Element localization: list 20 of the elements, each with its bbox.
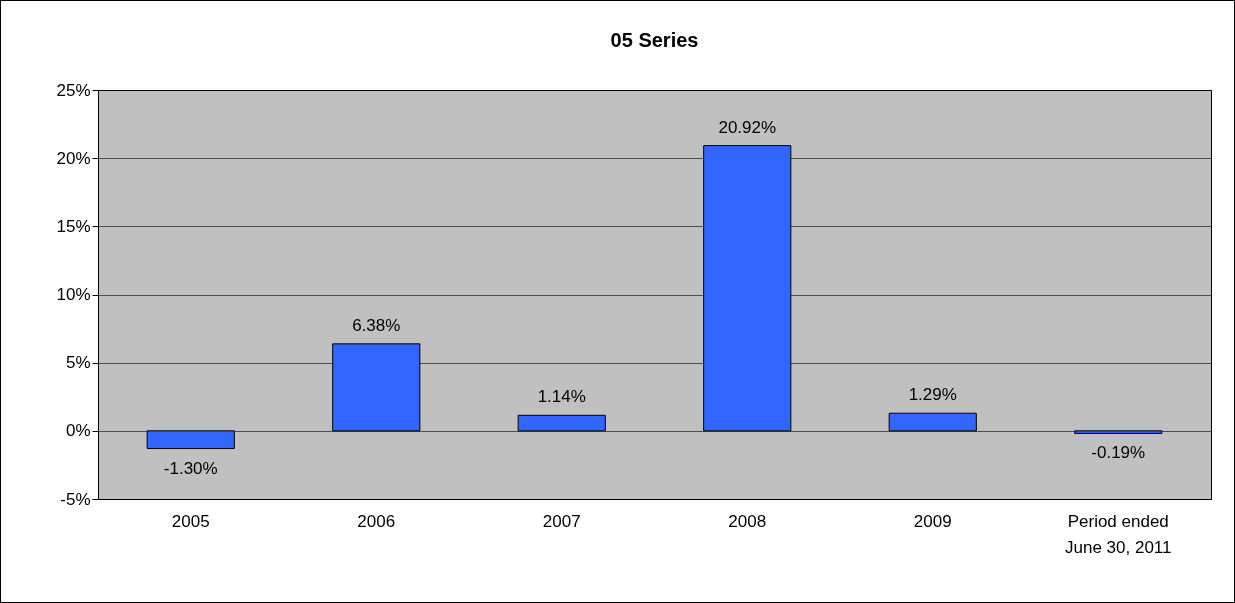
x-tick-label: Period ended June 30, 2011 <box>1065 511 1172 557</box>
x-tick-label: 2007 <box>542 511 581 531</box>
y-tick-label: 25% <box>56 80 91 100</box>
data-label: 6.38% <box>352 315 401 335</box>
chart-title: 05 Series <box>610 29 699 51</box>
data-label: 1.29% <box>908 385 957 405</box>
x-tick-label: 2009 <box>913 511 952 531</box>
data-label: -0.19% <box>1091 443 1146 463</box>
data-label: 1.14% <box>537 387 586 407</box>
y-tick-label: 0% <box>65 421 91 441</box>
x-tick-label: 2006 <box>357 511 396 531</box>
data-label: 20.92% <box>718 117 777 137</box>
y-tick-label: 5% <box>65 353 91 373</box>
x-tick-label: 2008 <box>728 511 767 531</box>
y-tick-label: 20% <box>56 148 91 168</box>
y-tick-label: 15% <box>56 216 91 236</box>
y-tick-label: 10% <box>56 285 91 304</box>
x-tick-label: 2005 <box>171 511 210 531</box>
y-tick-label: -5% <box>60 489 91 509</box>
data-label: -1.30% <box>163 458 218 478</box>
